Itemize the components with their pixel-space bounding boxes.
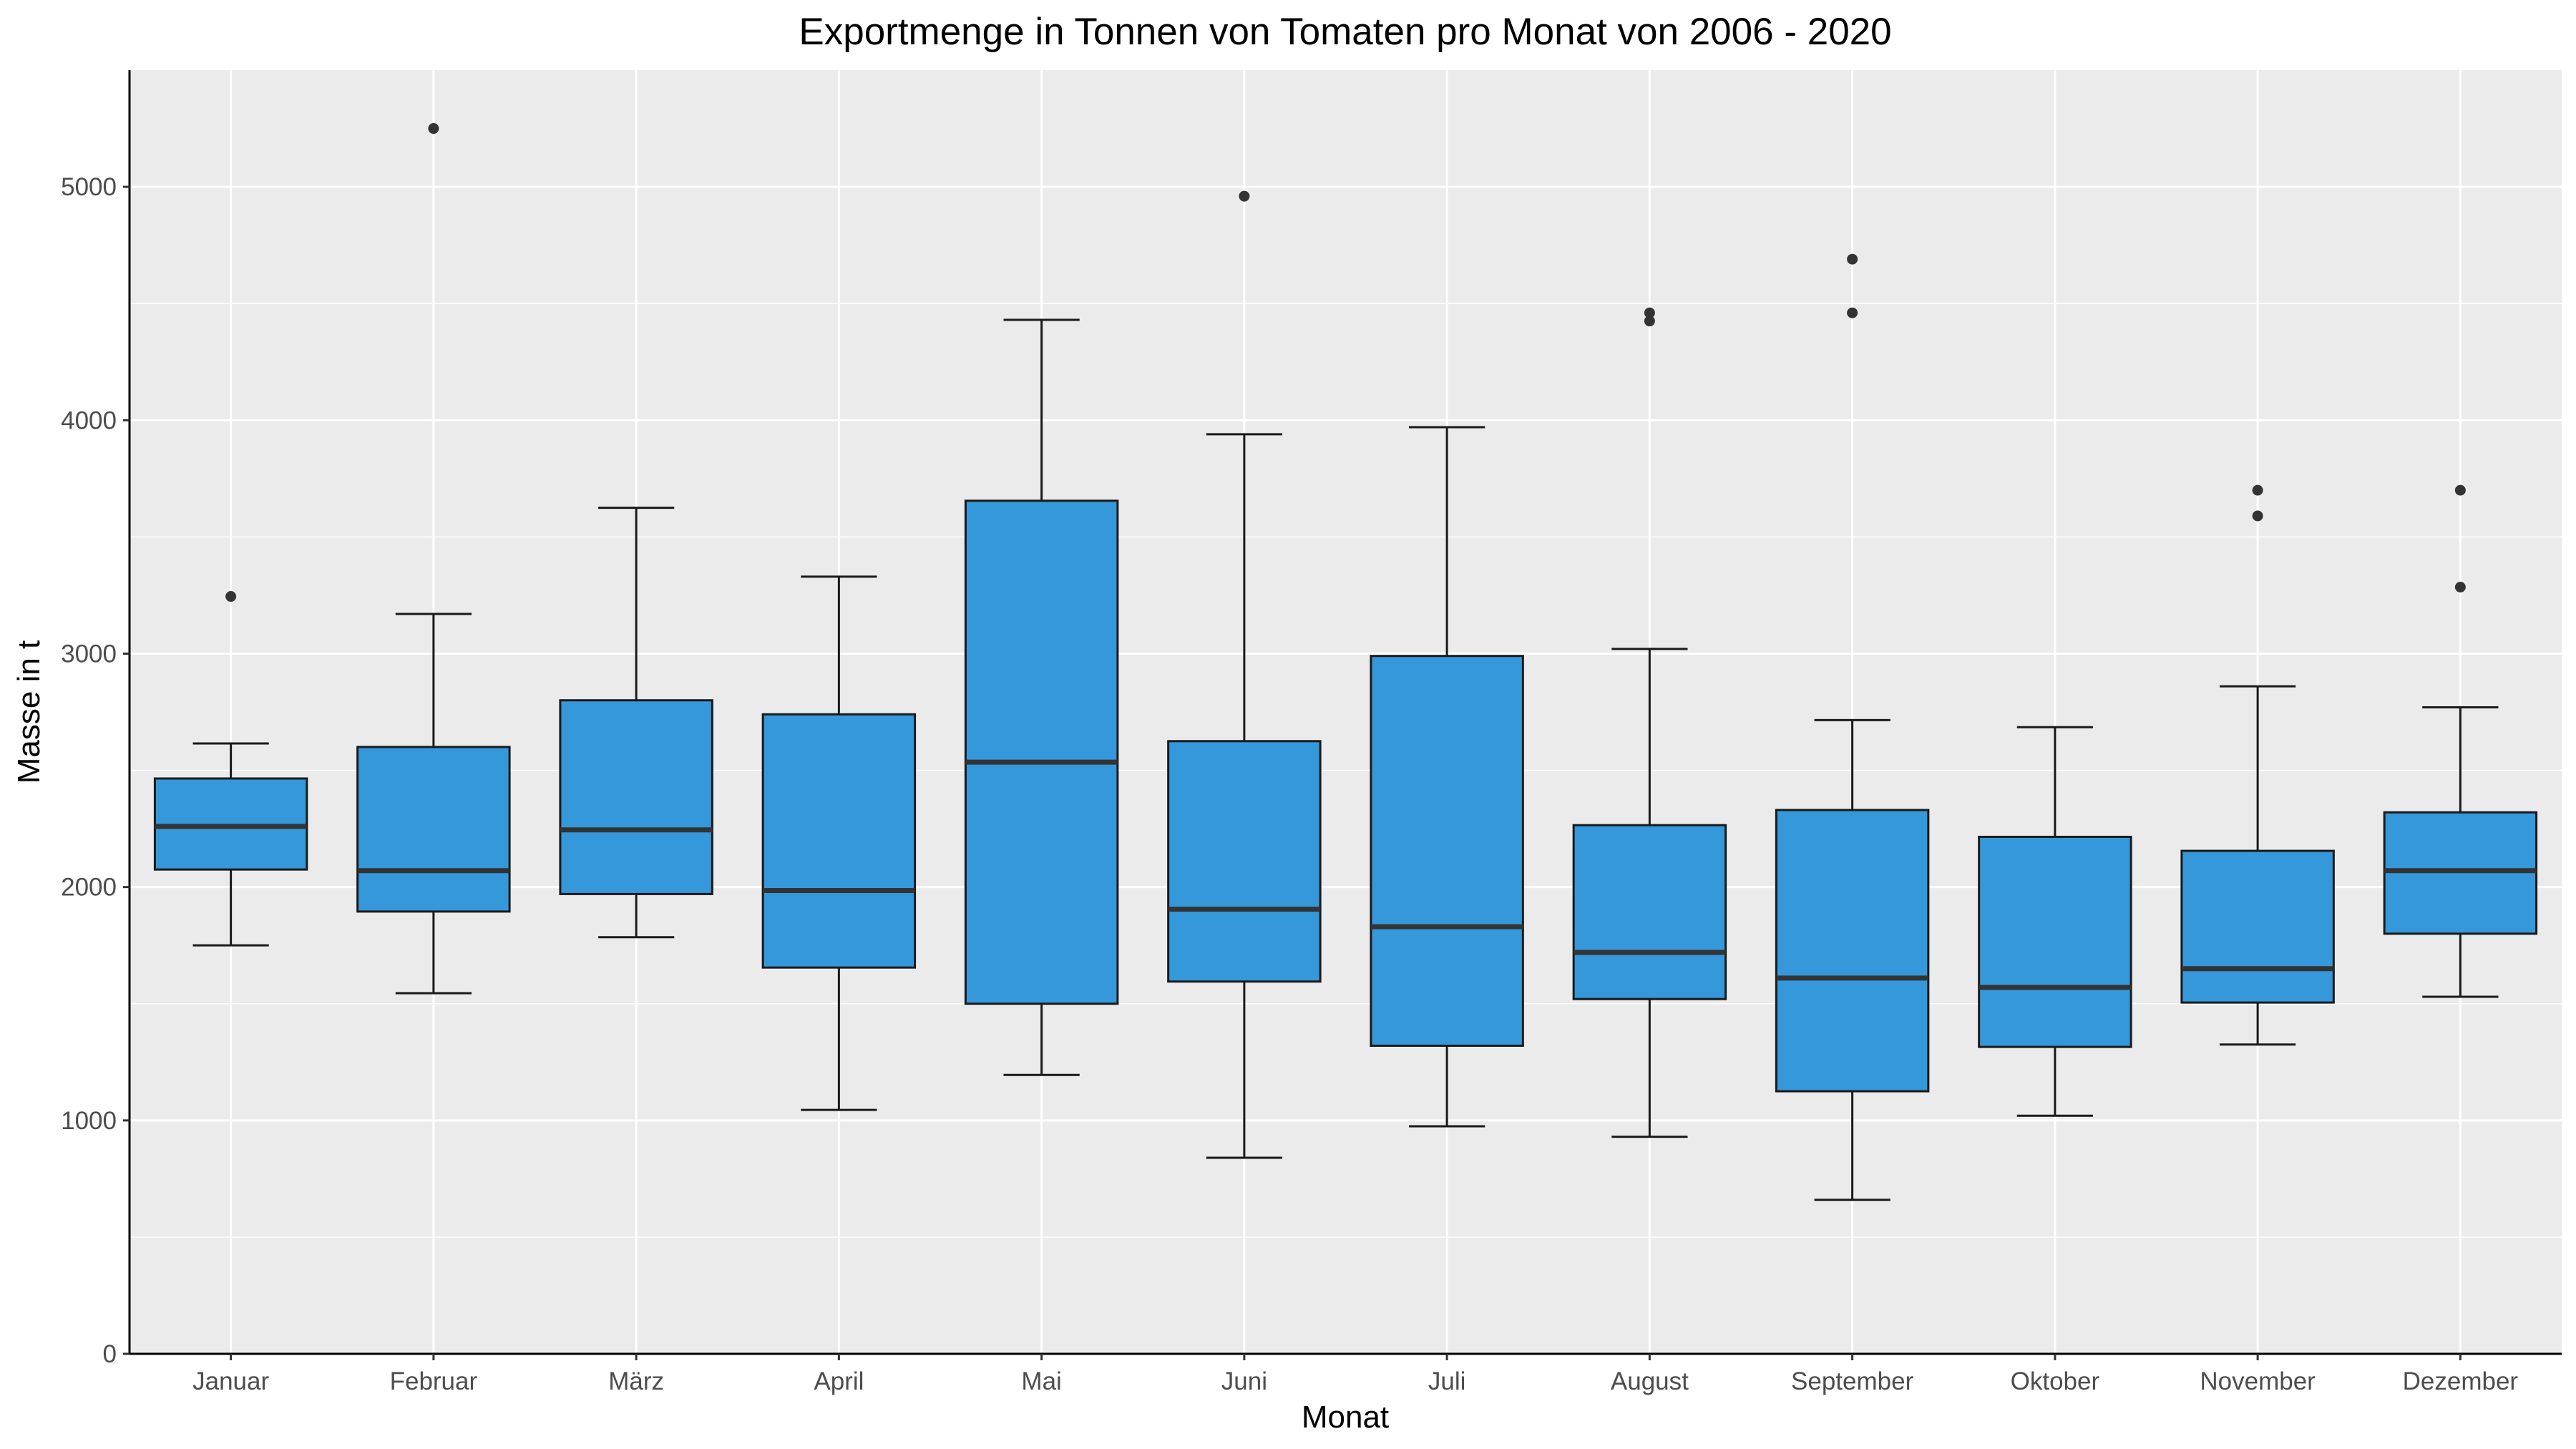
minor-gridlines: [130, 303, 2562, 1238]
outlier-point: [2454, 484, 2466, 496]
outlier-point: [1847, 307, 1858, 318]
y-axis-title: Masse in t: [11, 640, 47, 784]
box-oktober: [1978, 726, 2132, 1117]
box-iqr: [2180, 849, 2335, 1004]
box-iqr: [761, 713, 917, 969]
box-iqr: [559, 699, 713, 895]
plot-panel: [130, 70, 2562, 1354]
x-tick-label: Juli: [1428, 1367, 1466, 1395]
box-april: [761, 575, 917, 1111]
outlier-point: [225, 591, 237, 602]
box-september: [1775, 253, 1930, 1201]
box-iqr: [964, 499, 1119, 1005]
outlier-point: [2252, 510, 2263, 522]
box-iqr: [1572, 824, 1727, 1000]
box-februar: [356, 123, 511, 995]
x-tick-label: März: [608, 1367, 664, 1395]
x-tick-label: Oktober: [2011, 1367, 2100, 1395]
outlier-point: [428, 123, 439, 135]
outlier-point: [2454, 581, 2466, 592]
y-tick-label: 3000: [61, 640, 117, 668]
x-tick-label: Januar: [192, 1367, 269, 1395]
x-tick-label: Juni: [1221, 1367, 1267, 1395]
x-tick-label: August: [1611, 1367, 1689, 1395]
box-iqr: [1978, 836, 2132, 1048]
box-januar: [153, 591, 308, 947]
x-tick-label: April: [814, 1367, 864, 1395]
y-tick-label: 4000: [61, 406, 117, 434]
y-tick-label: 1000: [61, 1107, 117, 1135]
outlier-point: [1239, 190, 1250, 202]
x-tick-label: Februar: [390, 1367, 478, 1395]
box-iqr: [1167, 740, 1322, 983]
y-axis-ticks: 0 1000 2000 3000 4000 5000: [61, 173, 130, 1368]
box-august: [1572, 307, 1727, 1138]
box-dezember: [2383, 484, 2538, 998]
x-tick-label: Dezember: [2403, 1367, 2519, 1395]
box-iqr: [1370, 655, 1524, 1047]
outlier-point: [1847, 253, 1858, 265]
x-tick-label: Mai: [1021, 1367, 1061, 1395]
box-mai: [964, 318, 1119, 1076]
box-november: [2180, 484, 2335, 1046]
chart-title: Exportmenge in Tonnen von Tomaten pro Mo…: [799, 11, 1891, 53]
x-axis-title: Monat: [1302, 1400, 1389, 1435]
y-tick-label: 2000: [61, 874, 117, 902]
y-tick-label: 0: [103, 1340, 117, 1368]
y-tick-label: 5000: [61, 173, 117, 201]
outlier-point: [2252, 484, 2263, 496]
box-märz: [559, 507, 713, 939]
outlier-point: [1644, 316, 1655, 327]
box-iqr: [356, 746, 511, 913]
box-juni: [1167, 190, 1322, 1159]
x-axis-ticks: Januar Februar März April Mai Juni Juli August S…: [192, 1354, 2518, 1395]
x-tick-label: November: [2200, 1367, 2316, 1395]
box-series: [153, 123, 2538, 1201]
x-tick-label: September: [1791, 1367, 1914, 1395]
box-juli: [1370, 426, 1524, 1128]
box-iqr: [1775, 809, 1930, 1093]
outlier-point: [1644, 307, 1655, 318]
